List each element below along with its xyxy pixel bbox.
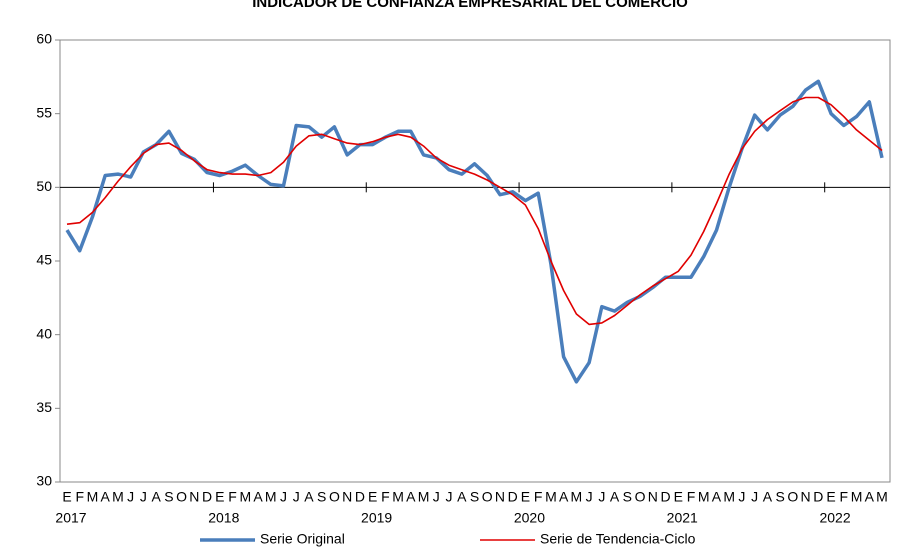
x-tick-label: O bbox=[329, 489, 340, 505]
chart-title: INDICADOR DE CONFIANZA EMPRESARIAL DEL C… bbox=[252, 0, 688, 11]
x-tick-label: M bbox=[723, 489, 735, 505]
x-tick-label: M bbox=[112, 489, 124, 505]
x-tick-label: A bbox=[457, 489, 467, 505]
x-tick-label: A bbox=[712, 489, 722, 505]
x-tick-label: D bbox=[355, 489, 365, 505]
x-tick-label: A bbox=[101, 489, 111, 505]
x-tick-label: J bbox=[140, 489, 147, 505]
x-tick-label: J bbox=[586, 489, 593, 505]
x-tick-label: E bbox=[674, 489, 683, 505]
x-tick-label: E bbox=[215, 489, 224, 505]
x-tick-label: E bbox=[62, 489, 71, 505]
x-tick-label: O bbox=[482, 489, 493, 505]
x-tick-label: M bbox=[392, 489, 404, 505]
year-label: 2021 bbox=[667, 510, 698, 526]
x-tick-label: M bbox=[239, 489, 251, 505]
y-tick-label: 40 bbox=[36, 325, 52, 341]
x-tick-label: A bbox=[304, 489, 314, 505]
x-tick-label: J bbox=[598, 489, 605, 505]
x-tick-label: D bbox=[508, 489, 518, 505]
x-tick-label: J bbox=[738, 489, 745, 505]
x-tick-label: J bbox=[751, 489, 758, 505]
x-tick-label: M bbox=[876, 489, 888, 505]
x-tick-label: A bbox=[865, 489, 875, 505]
x-tick-label: E bbox=[521, 489, 530, 505]
x-tick-label: A bbox=[763, 489, 773, 505]
x-tick-label: J bbox=[293, 489, 300, 505]
x-tick-label: O bbox=[787, 489, 798, 505]
y-tick-label: 50 bbox=[36, 178, 52, 194]
y-tick-label: 55 bbox=[36, 104, 52, 120]
x-tick-label: F bbox=[840, 489, 849, 505]
y-tick-label: 35 bbox=[36, 399, 52, 415]
x-tick-label: A bbox=[610, 489, 620, 505]
x-tick-label: M bbox=[87, 489, 99, 505]
x-tick-label: J bbox=[446, 489, 453, 505]
x-tick-label: N bbox=[342, 489, 352, 505]
x-tick-label: S bbox=[775, 489, 784, 505]
year-label: 2018 bbox=[208, 510, 239, 526]
x-tick-label: M bbox=[851, 489, 863, 505]
x-tick-label: J bbox=[280, 489, 287, 505]
x-tick-label: M bbox=[571, 489, 583, 505]
x-tick-label: M bbox=[265, 489, 277, 505]
x-tick-label: S bbox=[164, 489, 173, 505]
x-tick-label: D bbox=[813, 489, 823, 505]
x-tick-label: A bbox=[559, 489, 569, 505]
x-tick-label: D bbox=[202, 489, 212, 505]
y-tick-label: 60 bbox=[36, 31, 52, 47]
x-tick-label: N bbox=[648, 489, 658, 505]
year-label: 2019 bbox=[361, 510, 392, 526]
x-tick-label: M bbox=[545, 489, 557, 505]
year-label: 2022 bbox=[819, 510, 850, 526]
x-tick-label: D bbox=[660, 489, 670, 505]
legend-label: Serie de Tendencia-Ciclo bbox=[540, 531, 696, 547]
x-tick-label: J bbox=[127, 489, 134, 505]
series-line bbox=[65, 79, 884, 384]
x-tick-label: N bbox=[189, 489, 199, 505]
x-tick-label: E bbox=[368, 489, 377, 505]
year-label: 2017 bbox=[55, 510, 86, 526]
x-tick-label: S bbox=[623, 489, 632, 505]
x-tick-label: N bbox=[495, 489, 505, 505]
x-tick-label: E bbox=[826, 489, 835, 505]
x-tick-label: N bbox=[801, 489, 811, 505]
y-tick-label: 45 bbox=[36, 252, 52, 268]
x-tick-label: S bbox=[317, 489, 326, 505]
x-tick-label: M bbox=[418, 489, 430, 505]
legend-label: Serie Original bbox=[260, 531, 345, 547]
x-tick-label: O bbox=[635, 489, 646, 505]
x-tick-label: F bbox=[381, 489, 390, 505]
x-tick-label: F bbox=[534, 489, 543, 505]
x-tick-label: M bbox=[698, 489, 710, 505]
x-tick-label: O bbox=[176, 489, 187, 505]
x-tick-label: F bbox=[75, 489, 84, 505]
x-tick-label: F bbox=[228, 489, 237, 505]
x-tick-label: A bbox=[406, 489, 416, 505]
year-label: 2020 bbox=[514, 510, 545, 526]
x-tick-label: J bbox=[433, 489, 440, 505]
x-tick-label: A bbox=[151, 489, 161, 505]
x-tick-label: F bbox=[687, 489, 696, 505]
x-tick-label: A bbox=[253, 489, 263, 505]
series-line bbox=[66, 96, 883, 326]
y-tick-label: 30 bbox=[36, 473, 52, 489]
x-tick-label: S bbox=[470, 489, 479, 505]
